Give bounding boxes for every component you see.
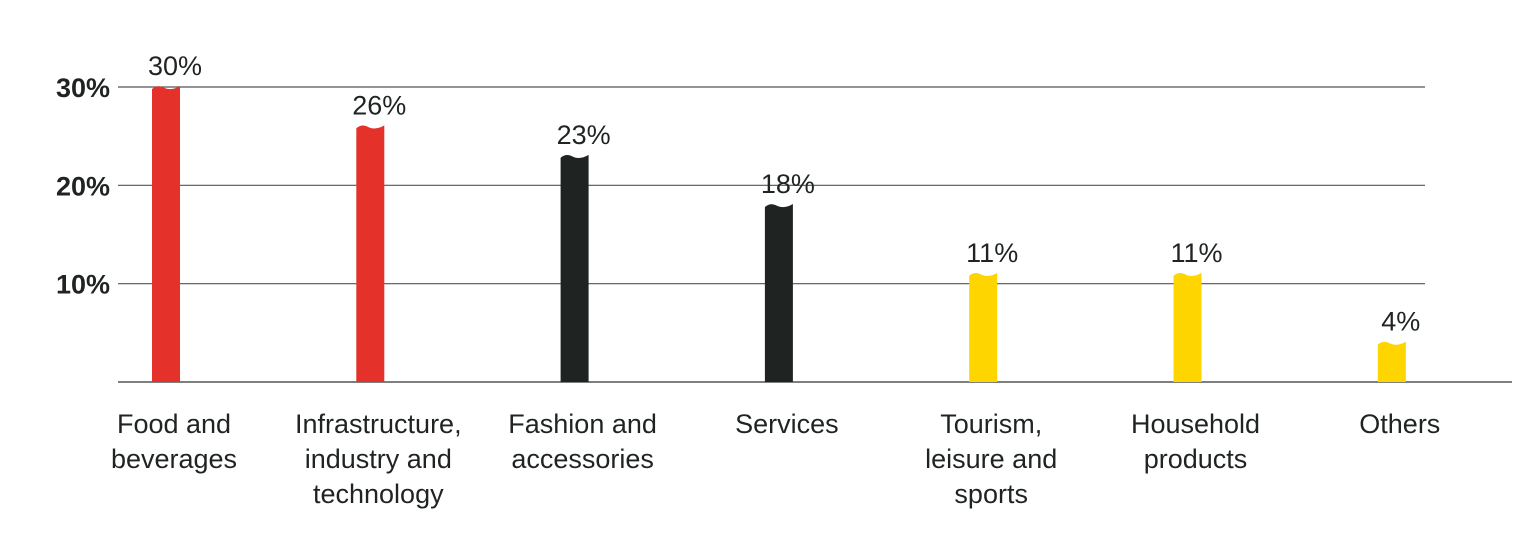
data-label-2: 26% [352,90,406,120]
data-label-3: 23% [557,120,611,150]
bar-4 [764,204,793,382]
data-label-6: 11% [1170,238,1222,268]
category-label-4: Services [735,409,839,439]
bar-3 [560,154,589,382]
bars [152,86,1406,382]
category-label-6: Household products [1131,409,1260,474]
category-label-3: Fashion and accessories [508,409,657,474]
y-tick-label: 10% [56,270,110,300]
data-label-1: 30% [148,51,202,81]
bar-6 [1173,272,1202,382]
category-label-7: Others [1359,409,1440,439]
y-tick-label: 30% [56,73,110,103]
bar-5 [969,272,998,382]
data-labels: 30% 26% 23% 18% 11% 11% 4% [148,51,1420,337]
gridlines [118,86,1512,383]
category-label-5: Tourism, leisure and sports [925,409,1057,509]
data-label-4: 18% [761,169,815,199]
data-label-5: 11% [966,238,1018,268]
data-label-7: 4% [1381,307,1420,337]
category-label-2: Infrastructure, industry and technology [295,409,462,509]
bar-1 [152,86,180,382]
y-axis-ticks: 10% 20% 30% [56,73,110,300]
bar-7 [1377,341,1406,382]
category-label-1: Food and beverages [111,409,237,474]
bar-2 [356,125,385,382]
x-axis-labels: Food and beverages Infrastructure, industry… [111,409,1440,509]
y-tick-label: 20% [56,171,110,201]
